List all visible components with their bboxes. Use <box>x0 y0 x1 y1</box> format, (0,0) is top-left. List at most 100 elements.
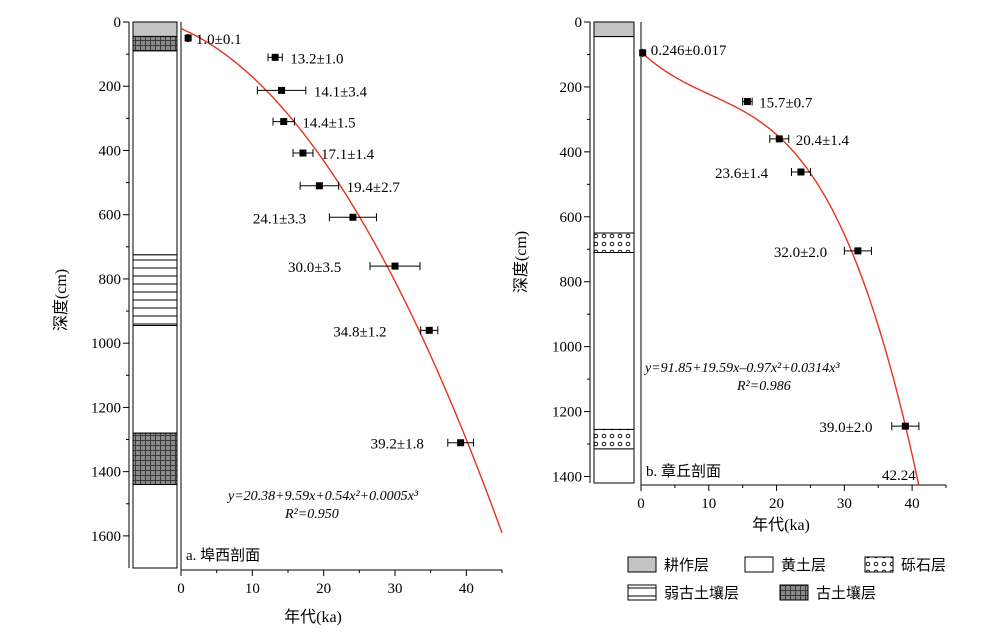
ytick-a-label-3: 600 <box>99 208 122 224</box>
point-b-3 <box>797 168 805 176</box>
panel-b: 0 200 400 600 800 1000 1200 1400 0 10 20 30 40 0.246±… <box>552 15 947 512</box>
point-label-a-4: 17.1±1.4 <box>321 147 375 163</box>
panel-b-xlabel: 年代(ka) <box>752 516 810 534</box>
fit-curve-b <box>641 51 920 485</box>
legend-swatch-4 <box>779 584 809 601</box>
column-layer-a-2 <box>132 50 178 256</box>
point-label-a-9: 39.2±1.8 <box>371 437 424 453</box>
ytick-a-label-0: 0 <box>114 15 122 31</box>
point-a-0 <box>184 34 192 42</box>
ytick-a-label-2: 400 <box>99 143 122 159</box>
ytick-b-label-1: 200 <box>560 80 583 96</box>
panel-b-fit-end-label: 42.24 <box>882 468 916 484</box>
ytick-a-label-1: 200 <box>99 79 122 95</box>
ytick-a-label-4: 800 <box>99 272 122 288</box>
xtick-b-label-3: 30 <box>837 496 852 512</box>
point-label-a-8: 34.8±1.2 <box>333 324 386 340</box>
point-label-b-3: 23.6±1.4 <box>715 166 769 182</box>
point-label-a-0: 1.0±0.1 <box>196 32 242 48</box>
point-a-8 <box>425 326 433 334</box>
legend-label-3: 弱古土壤层 <box>664 584 739 602</box>
point-a-9 <box>457 439 465 447</box>
panel-a-label: a. 埠西剖面 <box>186 546 260 564</box>
panel-b-label: b. 章丘剖面 <box>646 462 721 480</box>
panel-a-xlabel: 年代(ka) <box>284 608 342 626</box>
point-label-a-5: 19.4±2.7 <box>347 180 401 196</box>
point-label-b-5: 39.0±2.0 <box>819 420 872 436</box>
column-layer-b-5 <box>593 448 635 484</box>
ytick-a-label-5: 1000 <box>91 336 121 352</box>
ytick-b-label-7: 1400 <box>552 470 582 486</box>
column-layer-a-0 <box>132 21 178 37</box>
column-layer-b-2 <box>593 232 635 254</box>
point-a-7 <box>391 262 399 270</box>
point-label-b-2: 20.4±1.4 <box>796 133 850 149</box>
point-a-6 <box>349 213 357 221</box>
point-a-5 <box>315 182 323 190</box>
panel-a-ylabel: 深度(cm) <box>52 269 70 331</box>
legend-swatch-0 <box>627 556 657 573</box>
xtick-a-label-0: 0 <box>177 581 185 597</box>
point-label-a-2: 14.1±3.4 <box>314 84 368 100</box>
legend-swatch-3 <box>627 584 657 601</box>
column-layer-a-4 <box>132 325 178 434</box>
column-layer-b-1 <box>593 36 635 234</box>
fit-a-group <box>181 27 503 534</box>
point-label-a-1: 13.2±1.0 <box>290 51 343 67</box>
xtick-a-label-3: 30 <box>388 581 403 597</box>
ytick-b-label-6: 1200 <box>552 405 582 421</box>
column-layer-a-3 <box>132 254 178 327</box>
point-a-2 <box>278 86 286 94</box>
panel-a: 0 200 400 600 800 1000 1200 1400 1600 0 10 20 30 40 1.… <box>91 15 503 597</box>
point-a-4 <box>299 149 307 157</box>
panel-b-equation: y=91.85+19.59x–0.97x²+0.0314x³ <box>643 361 840 376</box>
ytick-b-label-2: 400 <box>560 145 583 161</box>
point-b-0 <box>639 49 647 57</box>
xtick-a-label-2: 20 <box>316 581 331 597</box>
xtick-b-label-2: 20 <box>769 496 784 512</box>
column-layer-a-6 <box>132 483 178 569</box>
point-label-b-0: 0.246±0.017 <box>651 43 727 59</box>
panel-b-r2: R²=0.986 <box>736 379 791 394</box>
legend-label-2: 砾石层 <box>901 557 946 574</box>
ytick-a-label-7: 1400 <box>91 465 121 481</box>
point-b-1 <box>743 98 751 106</box>
legend-swatch-1 <box>744 556 774 573</box>
fit-curve-a <box>181 27 503 534</box>
ytick-b-label-0: 0 <box>575 15 583 31</box>
point-label-a-3: 14.4±1.5 <box>302 116 355 132</box>
point-label-b-4: 32.0±2.0 <box>774 245 827 261</box>
panel-a-r2: R²=0.950 <box>284 507 339 522</box>
point-a-1 <box>271 53 279 61</box>
legend-label-4: 古土壤层 <box>816 584 876 602</box>
point-label-a-7: 30.0±3.5 <box>288 260 341 276</box>
point-label-b-1: 15.7±0.7 <box>759 96 813 112</box>
xtick-a-label-1: 10 <box>245 581 260 597</box>
ytick-b-label-3: 600 <box>560 210 583 226</box>
panel-a-equation: y=20.38+9.59x+0.54x²+0.0005x³ <box>226 489 419 504</box>
xtick-b-label-4: 40 <box>905 496 920 512</box>
xtick-b-label-1: 10 <box>701 496 716 512</box>
ytick-b-label-4: 800 <box>560 275 583 291</box>
column-layer-b-4 <box>593 428 635 450</box>
column-layer-b-0 <box>593 21 635 38</box>
fit-b-group <box>641 51 920 485</box>
xtick-a-label-4: 40 <box>459 581 474 597</box>
legend-label-0: 耕作层 <box>664 556 709 574</box>
ytick-a-label-6: 1200 <box>91 400 121 416</box>
legend-swatch-2 <box>864 556 894 573</box>
ytick-b-label-5: 1000 <box>552 340 582 356</box>
column-layer-a-5 <box>132 432 178 485</box>
point-b-4 <box>854 247 862 255</box>
column-layer-b-3 <box>593 252 635 430</box>
ytick-a-label-8: 1600 <box>91 529 121 545</box>
panel-b-ylabel: 深度(cm) <box>512 231 530 293</box>
column-layer-a-1 <box>132 35 178 52</box>
xtick-b-label-0: 0 <box>637 496 645 512</box>
point-b-5 <box>901 422 909 430</box>
point-label-a-6: 24.1±3.3 <box>253 211 306 227</box>
point-a-3 <box>280 118 288 126</box>
point-b-2 <box>775 135 783 143</box>
